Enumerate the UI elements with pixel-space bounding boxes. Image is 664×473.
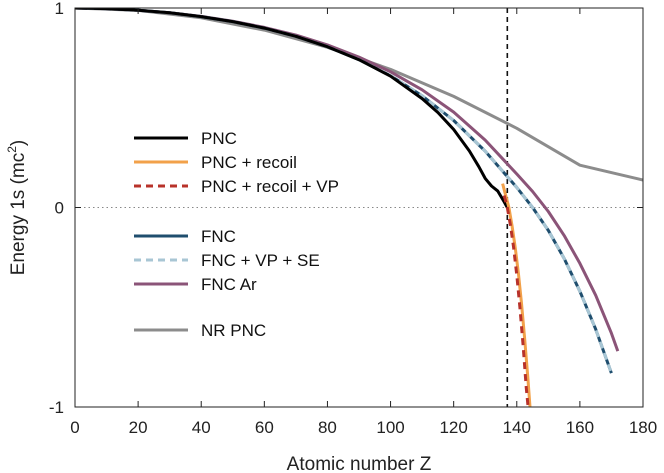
y-tick-label: 0 xyxy=(55,199,64,218)
x-tick-label: 40 xyxy=(192,418,211,437)
series-lines xyxy=(75,8,643,407)
series-line-fnc-ar xyxy=(75,8,620,352)
reference-lines xyxy=(75,8,643,407)
series-line-pnc-recoil xyxy=(501,183,532,407)
legend: PNC PNC + recoil PNC + recoil + VP FNC FNC +… xyxy=(134,129,339,340)
x-axis-title: Atomic number Z xyxy=(287,454,432,473)
axis-ticks: 0 20 40 60 80 100 120 140 160 180 -1 0 1 xyxy=(49,0,657,437)
legend-label-pnc-recoil: PNC + recoil xyxy=(201,153,297,172)
y-tick-label: -1 xyxy=(49,398,64,417)
legend-label-nr-pnc: NR PNC xyxy=(201,321,266,340)
x-tick-label: 140 xyxy=(503,418,531,437)
x-tick-label: 60 xyxy=(255,418,274,437)
y-axis-title: Energy 1s (mc2) xyxy=(5,140,29,276)
series-line-pnc xyxy=(75,8,509,209)
legend-label-pnc-recoil-vp: PNC + recoil + VP xyxy=(201,177,339,196)
series-line-pnc-recoil-vp xyxy=(502,195,530,407)
series-line-nr-pnc xyxy=(75,8,643,182)
x-tick-label: 80 xyxy=(318,418,337,437)
x-tick-label: 20 xyxy=(129,418,148,437)
y-tick-label: 1 xyxy=(55,0,64,18)
legend-label-fnc-ar: FNC Ar xyxy=(201,275,257,294)
legend-label-fnc: FNC xyxy=(201,227,236,246)
x-tick-label: 0 xyxy=(70,418,79,437)
legend-label-fnc-vp-se: FNC + VP + SE xyxy=(201,251,320,270)
x-tick-label: 100 xyxy=(376,418,404,437)
x-tick-label: 180 xyxy=(629,418,657,437)
x-tick-label: 160 xyxy=(566,418,594,437)
x-tick-label: 120 xyxy=(439,418,467,437)
legend-label-pnc: PNC xyxy=(201,129,237,148)
